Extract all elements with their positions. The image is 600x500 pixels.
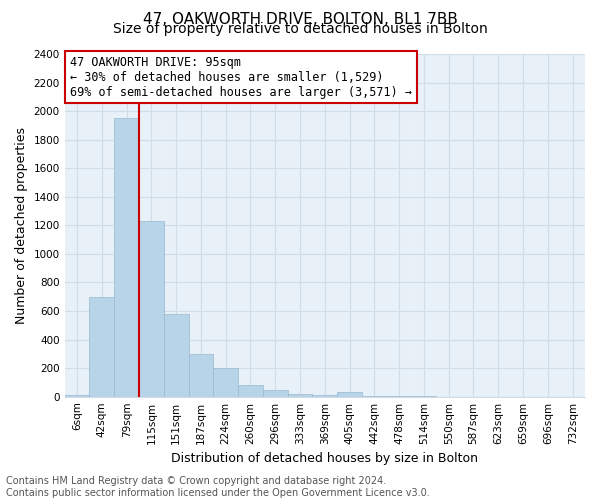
Bar bbox=[139, 221, 164, 396]
Y-axis label: Number of detached properties: Number of detached properties bbox=[15, 127, 28, 324]
Bar bbox=[263, 390, 287, 396]
Bar bbox=[89, 296, 114, 396]
Text: 47 OAKWORTH DRIVE: 95sqm
← 30% of detached houses are smaller (1,529)
69% of sem: 47 OAKWORTH DRIVE: 95sqm ← 30% of detach… bbox=[70, 56, 412, 98]
Bar bbox=[287, 394, 313, 396]
Bar bbox=[238, 386, 263, 396]
Text: Size of property relative to detached houses in Bolton: Size of property relative to detached ho… bbox=[113, 22, 487, 36]
Bar bbox=[188, 354, 214, 397]
Bar bbox=[65, 394, 89, 396]
Bar bbox=[114, 118, 139, 396]
Text: Contains HM Land Registry data © Crown copyright and database right 2024.
Contai: Contains HM Land Registry data © Crown c… bbox=[6, 476, 430, 498]
X-axis label: Distribution of detached houses by size in Bolton: Distribution of detached houses by size … bbox=[172, 452, 478, 465]
Bar bbox=[337, 392, 362, 396]
Bar bbox=[164, 314, 188, 396]
Text: 47, OAKWORTH DRIVE, BOLTON, BL1 7BB: 47, OAKWORTH DRIVE, BOLTON, BL1 7BB bbox=[143, 12, 457, 28]
Bar bbox=[214, 368, 238, 396]
